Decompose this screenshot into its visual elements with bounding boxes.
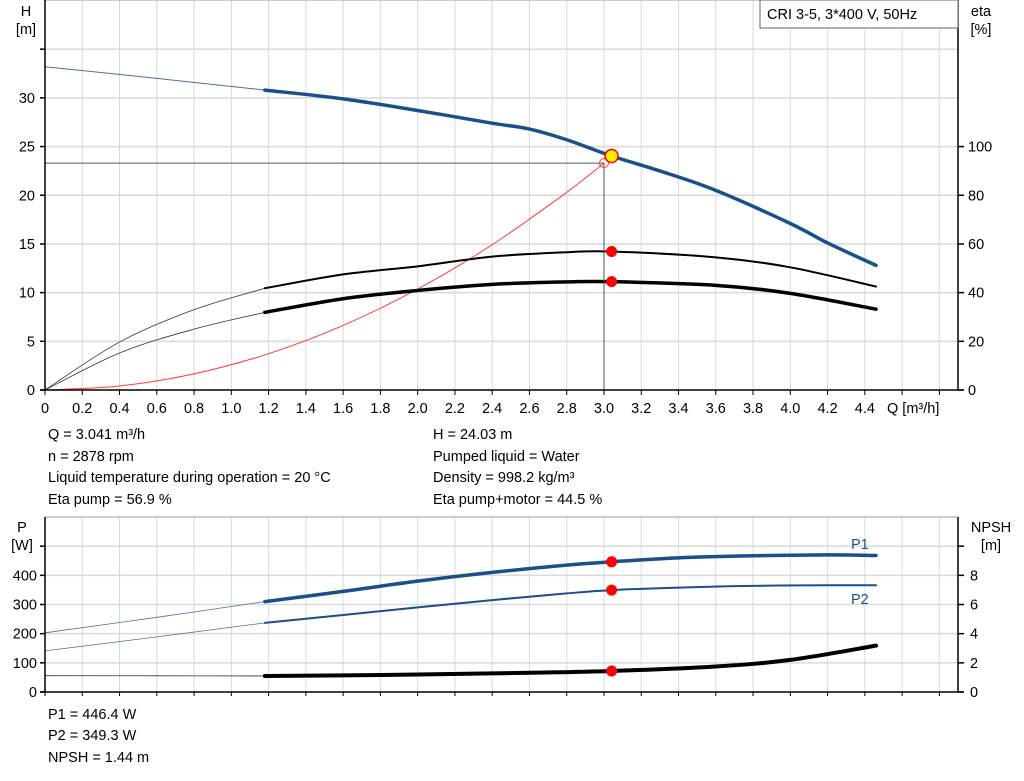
- y-tick-label-left-bottom: 100: [13, 656, 37, 672]
- x-tick-label: 2.4: [482, 401, 502, 417]
- x-tick-label: 3.8: [743, 401, 763, 417]
- y-tick-label-left-bottom: 300: [13, 598, 37, 614]
- info-temperature: Liquid temperature during operation = 20…: [48, 470, 331, 486]
- y-tick-label-right: 100: [968, 140, 992, 156]
- x-tick-label: 2.0: [408, 401, 428, 417]
- p2-marker: [606, 584, 618, 596]
- curves: [44, 66, 879, 678]
- p2-curve: [263, 584, 878, 624]
- y-tick-label-right-bottom: 0: [970, 685, 978, 701]
- title-box-text: CRI 3-5, 3*400 V, 50Hz: [767, 7, 917, 23]
- info-flow: Q = 3.041 m³/h: [48, 427, 145, 443]
- info-top-left: Q = 3.041 m³/h n = 2878 rpm Liquid tempe…: [48, 427, 331, 508]
- info-density: Density = 998.2 kg/m³: [433, 470, 575, 486]
- x-tick-label: 0.4: [109, 401, 129, 417]
- eta-pump-marker: [606, 245, 618, 257]
- info-eta-pump-motor: Eta pump+motor = 44.5 %: [433, 492, 602, 508]
- info-speed: n = 2878 rpm: [48, 449, 134, 465]
- y-tick-label-left: 30: [19, 91, 35, 107]
- operating-point-marker: [604, 148, 619, 164]
- info-top-right: H = 24.03 m Pumped liquid = Water Densit…: [433, 427, 602, 508]
- eta-pump-motor-curve-extrapolated: [44, 311, 265, 391]
- y-tick-label-left: 10: [19, 286, 35, 302]
- x-tick-label: 0.6: [147, 401, 167, 417]
- x-tick-label: 0.2: [72, 401, 92, 417]
- head-curve: [263, 88, 878, 268]
- y-tick-label-left: 20: [19, 188, 35, 204]
- eta-pump-curve: [263, 250, 878, 290]
- npsh-curve: [262, 643, 879, 678]
- title-box: [759, 0, 959, 29]
- y-tick-label-right-bottom: 4: [970, 627, 978, 643]
- y-tick-label-left: 15: [19, 237, 35, 253]
- info-liquid: Pumped liquid = Water: [433, 449, 580, 465]
- info-p2: P2 = 349.3 W: [48, 728, 137, 744]
- x-tick-label: 4.4: [855, 401, 875, 417]
- y-right-label-top: eta: [971, 4, 992, 20]
- x-tick-label: 1.0: [221, 401, 241, 417]
- npsh-marker: [606, 665, 618, 677]
- y-left-unit-bottom: [W]: [11, 538, 33, 554]
- y-tick-label-left: 25: [19, 140, 35, 156]
- y-right-unit-bottom: [m]: [981, 538, 1001, 554]
- x-tick-label: 1.4: [296, 401, 316, 417]
- x-tick-label: 3.2: [631, 401, 651, 417]
- y-tick-label-right-bottom: 2: [970, 656, 978, 672]
- y-tick-label-left-bottom: 200: [13, 627, 37, 643]
- legend-p1: P1: [851, 537, 869, 553]
- y-tick-label-left-bottom: 400: [13, 568, 37, 584]
- y-left-label-top: H: [21, 4, 31, 20]
- x-tick-label: 1.8: [370, 401, 390, 417]
- x-tick-label: 3.0: [594, 401, 614, 417]
- axes: 0 0.2 0.4 0.6 0.8 1.0 1.2 1.4 1.6 1.8 2.0 2.2 2.4 2.6…: [13, 0, 992, 701]
- x-tick-label: 3.4: [668, 401, 688, 417]
- x-tick-label: 2.6: [519, 401, 539, 417]
- top-chart-grid: [45, 0, 958, 390]
- eta-pump-motor-curve: [263, 279, 878, 315]
- y-tick-label-right: 40: [968, 286, 984, 302]
- y-tick-label-right: 20: [968, 334, 984, 350]
- legend-p2: P2: [851, 592, 869, 608]
- y-tick-label-right-bottom: 8: [970, 568, 978, 584]
- info-head: H = 24.03 m: [433, 427, 512, 443]
- x-tick-label: 0.8: [184, 401, 204, 417]
- y-tick-label-right-bottom: 6: [970, 598, 978, 614]
- y-tick-label-right: 60: [968, 237, 984, 253]
- x-tick-label: 4.0: [780, 401, 800, 417]
- eta-pump-curve-extrapolated: [44, 287, 265, 391]
- y-tick-label-right: 0: [968, 383, 976, 399]
- head-curve-extrapolated: [44, 66, 265, 91]
- x-tick-label: 0: [41, 401, 49, 417]
- duty-point-marker: [598, 158, 609, 169]
- p1-curve: [263, 553, 878, 604]
- bottom-chart-grid: [45, 517, 958, 692]
- y-tick-label-left: 0: [27, 383, 35, 399]
- x-tick-label: 1.2: [259, 401, 279, 417]
- x-tick-label: 4.2: [817, 401, 837, 417]
- x-tick-label: 1.6: [333, 401, 353, 417]
- eta-pump-motor-marker: [606, 276, 618, 288]
- y-right-label-bottom: NPSH: [971, 520, 1011, 536]
- x-tick-label: 2.2: [445, 401, 465, 417]
- y-left-unit-top: [m]: [16, 22, 36, 38]
- y-tick-label-right: 80: [968, 188, 984, 204]
- info-npsh: NPSH = 1.44 m: [48, 750, 149, 766]
- system-curve: [44, 162, 605, 391]
- y-tick-label-left-bottom: 0: [29, 685, 37, 701]
- info-eta-pump: Eta pump = 56.9 %: [48, 492, 172, 508]
- y-right-unit-top: [%]: [971, 22, 992, 38]
- info-p1: P1 = 446.4 W: [48, 707, 137, 723]
- x-axis-label: Q [m³/h]: [887, 401, 939, 417]
- x-tick-label: 3.6: [706, 401, 726, 417]
- y-tick-label-left: 5: [27, 334, 35, 350]
- x-tick-label: 2.8: [557, 401, 577, 417]
- p1-curve-extrapolated: [44, 601, 265, 634]
- p1-marker: [606, 556, 618, 568]
- info-bottom: P1 = 446.4 W P2 = 349.3 W NPSH = 1.44 m: [48, 707, 149, 766]
- p2-curve-extrapolated: [44, 622, 265, 652]
- y-left-label-bottom: P: [17, 520, 27, 536]
